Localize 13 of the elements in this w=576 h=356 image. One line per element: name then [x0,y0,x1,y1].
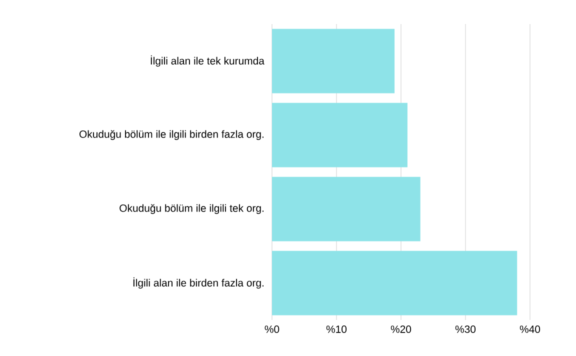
bar [272,102,408,168]
y-tick-label: Okuduğu bölüm ile ilgili birden fazla org. [79,130,264,140]
bar [272,28,395,94]
y-tick-label: Okuduğu bölüm ile ilgili tek org. [120,204,264,214]
x-tick-label: %20 [390,326,412,333]
y-tick-label: İlgili alan ile tek kurumda [150,55,264,67]
x-tick-label: %10 [326,326,347,333]
bar [272,250,518,316]
y-tick-label: İlgili alan ile birden fazla org. [133,277,264,289]
x-tick-label: %0 [264,326,280,333]
bar [272,176,420,242]
x-tick-label: %40 [520,326,540,333]
x-tick-label: %30 [455,326,476,333]
